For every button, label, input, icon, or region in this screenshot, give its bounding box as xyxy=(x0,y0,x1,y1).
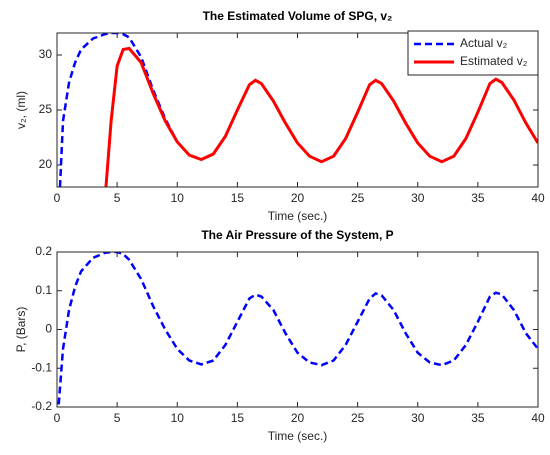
chart-title: The Air Pressure of the System, P xyxy=(201,228,393,242)
x-tick-label: 15 xyxy=(231,411,245,425)
x-tick-label: 25 xyxy=(351,411,365,425)
x-tick-label: 40 xyxy=(531,191,545,205)
x-axis-label: Time (sec.) xyxy=(268,429,328,443)
data-line xyxy=(57,252,538,407)
y-tick-label: 0.2 xyxy=(35,244,52,258)
x-tick-label: 30 xyxy=(411,411,425,425)
x-tick-label: 35 xyxy=(471,411,485,425)
x-tick-label: 20 xyxy=(291,411,305,425)
y-tick-label: 25 xyxy=(39,102,53,116)
data-line xyxy=(104,46,538,187)
axes-box xyxy=(56,251,539,408)
plot-area xyxy=(57,252,538,407)
x-tick-label: 10 xyxy=(171,191,185,205)
chart-title: The Estimated Volume of SPG, v₂ xyxy=(203,9,393,23)
y-axis-label: v₂, (ml) xyxy=(14,91,28,129)
y-tick-label: 30 xyxy=(39,47,53,61)
legend-label: Actual v₂ xyxy=(460,36,508,50)
x-tick-label: 10 xyxy=(171,411,185,425)
x-tick-label: 0 xyxy=(54,191,61,205)
x-tick-label: 0 xyxy=(54,411,61,425)
x-tick-label: 30 xyxy=(411,191,425,205)
y-axis-label: P, (Bars) xyxy=(14,307,28,353)
y-tick-label: -0.2 xyxy=(31,399,52,413)
y-tick-label: 0 xyxy=(45,322,52,336)
legend: Actual v₂ Estimated v₂ xyxy=(407,30,539,76)
x-tick-label: 35 xyxy=(471,191,485,205)
x-tick-label: 15 xyxy=(231,191,245,205)
legend-label: Estimated v₂ xyxy=(460,54,528,68)
x-tick-label: 40 xyxy=(531,411,545,425)
y-tick-label: 20 xyxy=(39,157,53,171)
x-tick-label: 20 xyxy=(291,191,305,205)
y-tick-label: 0.1 xyxy=(35,283,52,297)
subplot: 0 5 10 15 20 25 30 35 40 20 25 30 The Estimated Volu… xyxy=(14,9,545,223)
y-tick-label: -0.1 xyxy=(31,360,52,374)
axes-box xyxy=(56,32,539,188)
x-tick-label: 25 xyxy=(351,191,365,205)
x-tick-label: 5 xyxy=(114,411,121,425)
x-tick-label: 5 xyxy=(114,191,121,205)
x-axis-label: Time (sec.) xyxy=(268,209,328,223)
legend-box xyxy=(407,30,539,76)
subplot: 0 5 10 15 20 25 30 35 40 -0.2 -0.1 0 0.1 0.2 The Air P… xyxy=(14,228,545,443)
